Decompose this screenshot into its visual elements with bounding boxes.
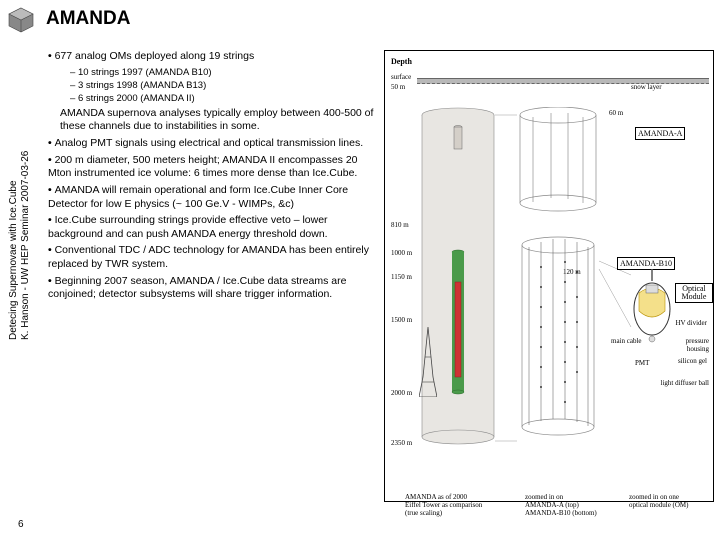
depth-810: 810 m	[391, 221, 409, 229]
bottom-col-2: zoomed in on AMANDA-A (top) AMANDA-B10 (…	[525, 493, 615, 517]
cube-logo-icon	[6, 6, 36, 34]
depth-1000: 1000 m	[391, 249, 412, 257]
optical-module-closeup	[629, 269, 675, 345]
follow-text: AMANDA supernova analyses typically empl…	[60, 107, 376, 134]
depth-50: 50 m	[391, 83, 405, 91]
pressure-housing-label: pressure housing	[673, 337, 709, 353]
sidebar-citation: Detecing Supernovae with Ice.Cube K. Han…	[8, 151, 32, 340]
bullet-6: Conventional TDC / ADC technology for AM…	[48, 244, 376, 271]
page-number: 6	[18, 519, 24, 530]
surface-label: surface	[391, 73, 411, 81]
bullet-5: Ice.Cube surrounding strings provide eff…	[48, 214, 376, 241]
bottom-col-1: AMANDA as of 2000 Eiffel Tower as compar…	[405, 493, 505, 517]
depth-2000: 2000 m	[391, 389, 412, 397]
bullet-content: 677 analog OMs deployed along 19 strings…	[48, 50, 376, 305]
bottom-col-3: zoomed in on one optical module (OM)	[629, 493, 711, 509]
snow-layer-label: snow layer	[631, 83, 662, 91]
pmt-label: PMT	[635, 359, 649, 367]
silicon-gel-label: silicon gel	[678, 357, 707, 365]
depth-2350: 2350 m	[391, 439, 412, 447]
bullet-7: Beginning 2007 season, AMANDA / Ice.Cube…	[48, 275, 376, 302]
detector-diagram: Depth surface 50 m snow layer 60 m 810 m…	[384, 50, 714, 502]
bullet-2: Analog PMT signals using electrical and …	[48, 137, 376, 151]
depth-60: 60 m	[609, 109, 623, 117]
snow-layer-bar	[417, 78, 709, 84]
bullet-3: 200 m diameter, 500 meters height; AMAND…	[48, 154, 376, 181]
amanda-a-box: AMANDA-A	[635, 127, 685, 140]
sub-bullet-2: 3 strings 1998 (AMANDA B13)	[70, 80, 376, 92]
optical-module-box: Optical Module	[675, 283, 713, 303]
hv-divider-label: HV divider	[675, 319, 707, 327]
eiffel-tower-icon	[419, 327, 437, 397]
bullet-1: 677 analog OMs deployed along 19 strings	[48, 50, 376, 64]
sidebar-line2: K. Hanson - UW HEP Seminar 2007-03-26	[20, 151, 32, 340]
sidebar-line1: Detecing Supernovae with Ice.Cube	[8, 151, 20, 340]
depth-1150: 1150 m	[391, 273, 412, 281]
slide-title: AMANDA	[46, 8, 130, 30]
depth-label: Depth	[391, 57, 412, 66]
sub-bullet-1: 10 strings 1997 (AMANDA B10)	[70, 67, 376, 79]
light-diffuser-label: light diffuser ball	[661, 379, 709, 387]
depth-1500: 1500 m	[391, 316, 412, 324]
zoomed-strings	[513, 107, 603, 441]
sub-bullet-3: 6 strings 2000 (AMANDA II)	[70, 93, 376, 105]
main-cable-label: main cable	[611, 337, 642, 345]
bullet-4: AMANDA will remain operational and form …	[48, 184, 376, 211]
